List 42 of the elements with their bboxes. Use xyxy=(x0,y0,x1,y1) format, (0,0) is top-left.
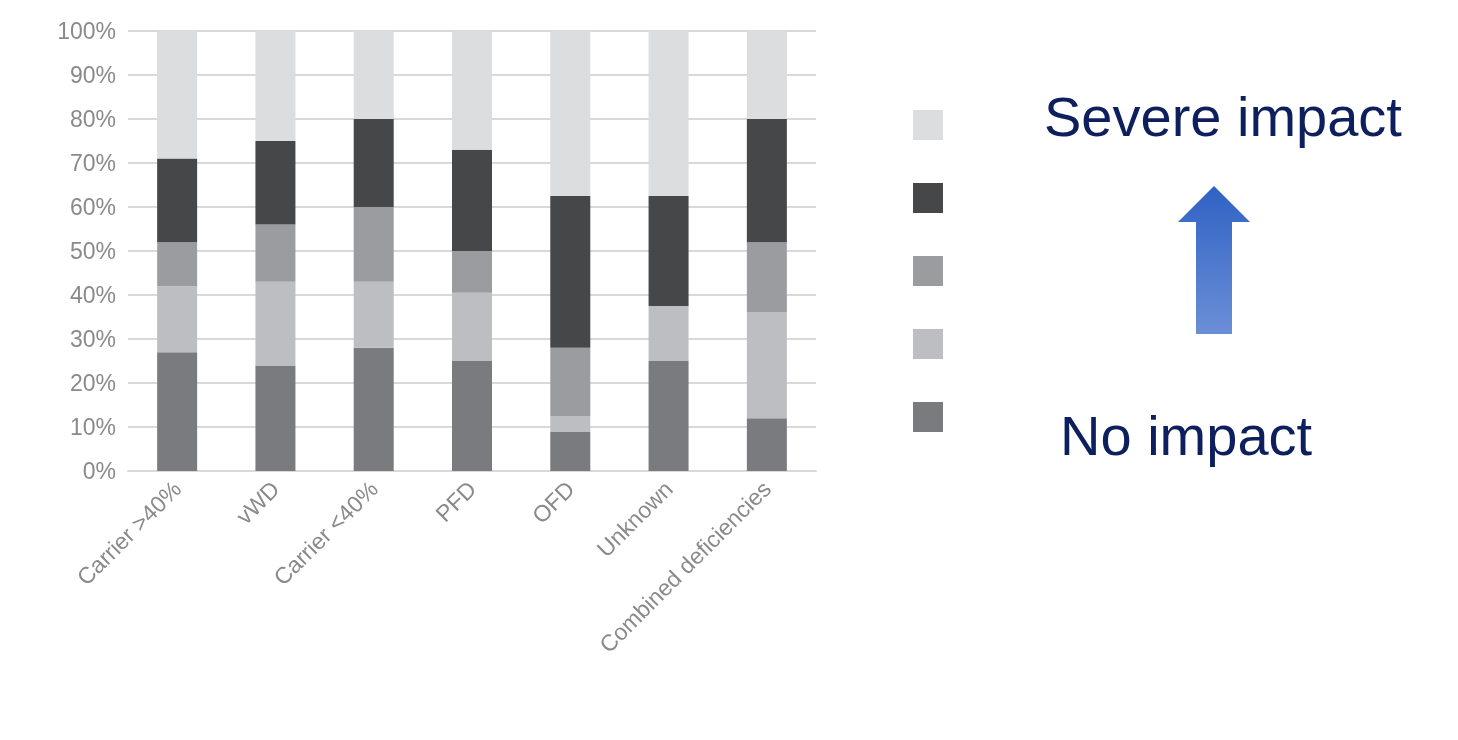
bar xyxy=(550,431,591,471)
y-tick-label: 0% xyxy=(82,458,116,484)
bar xyxy=(550,347,591,416)
y-tick-label: 10% xyxy=(69,414,116,440)
bar xyxy=(353,347,394,471)
y-tick-label: 40% xyxy=(69,282,116,308)
bar xyxy=(255,281,296,366)
bar xyxy=(452,292,492,361)
text: Severe impact xyxy=(1044,84,1402,149)
x-tick-label: OFD xyxy=(526,475,580,529)
bar xyxy=(255,141,296,225)
y-tick-label: 60% xyxy=(69,194,116,220)
bar xyxy=(550,196,591,348)
y-tick-label: 70% xyxy=(69,150,116,176)
y-tick-label: 30% xyxy=(69,326,116,352)
y-tick-label: 80% xyxy=(69,106,116,132)
bar xyxy=(255,224,296,282)
bar xyxy=(648,306,689,361)
bar xyxy=(353,281,394,348)
text: No impact xyxy=(1060,403,1313,468)
bar xyxy=(746,119,787,243)
bar xyxy=(452,149,492,251)
bar xyxy=(550,416,591,432)
bar xyxy=(648,196,689,306)
bar xyxy=(746,242,787,313)
y-tick-label: 50% xyxy=(69,238,116,264)
bar xyxy=(353,207,394,282)
x-tick-label: PFD xyxy=(430,475,482,527)
y-tick-label: 100% xyxy=(57,18,116,44)
bar xyxy=(255,365,296,471)
bar xyxy=(746,418,787,471)
bar xyxy=(746,312,787,419)
bar xyxy=(353,119,394,207)
bar xyxy=(648,361,689,471)
bar xyxy=(157,286,198,353)
bar xyxy=(157,352,198,471)
bar xyxy=(157,242,198,287)
bar xyxy=(157,158,198,243)
bar xyxy=(452,361,492,471)
bar xyxy=(452,251,492,293)
y-tick-label: 20% xyxy=(69,370,116,396)
y-tick-label: 90% xyxy=(69,62,116,88)
